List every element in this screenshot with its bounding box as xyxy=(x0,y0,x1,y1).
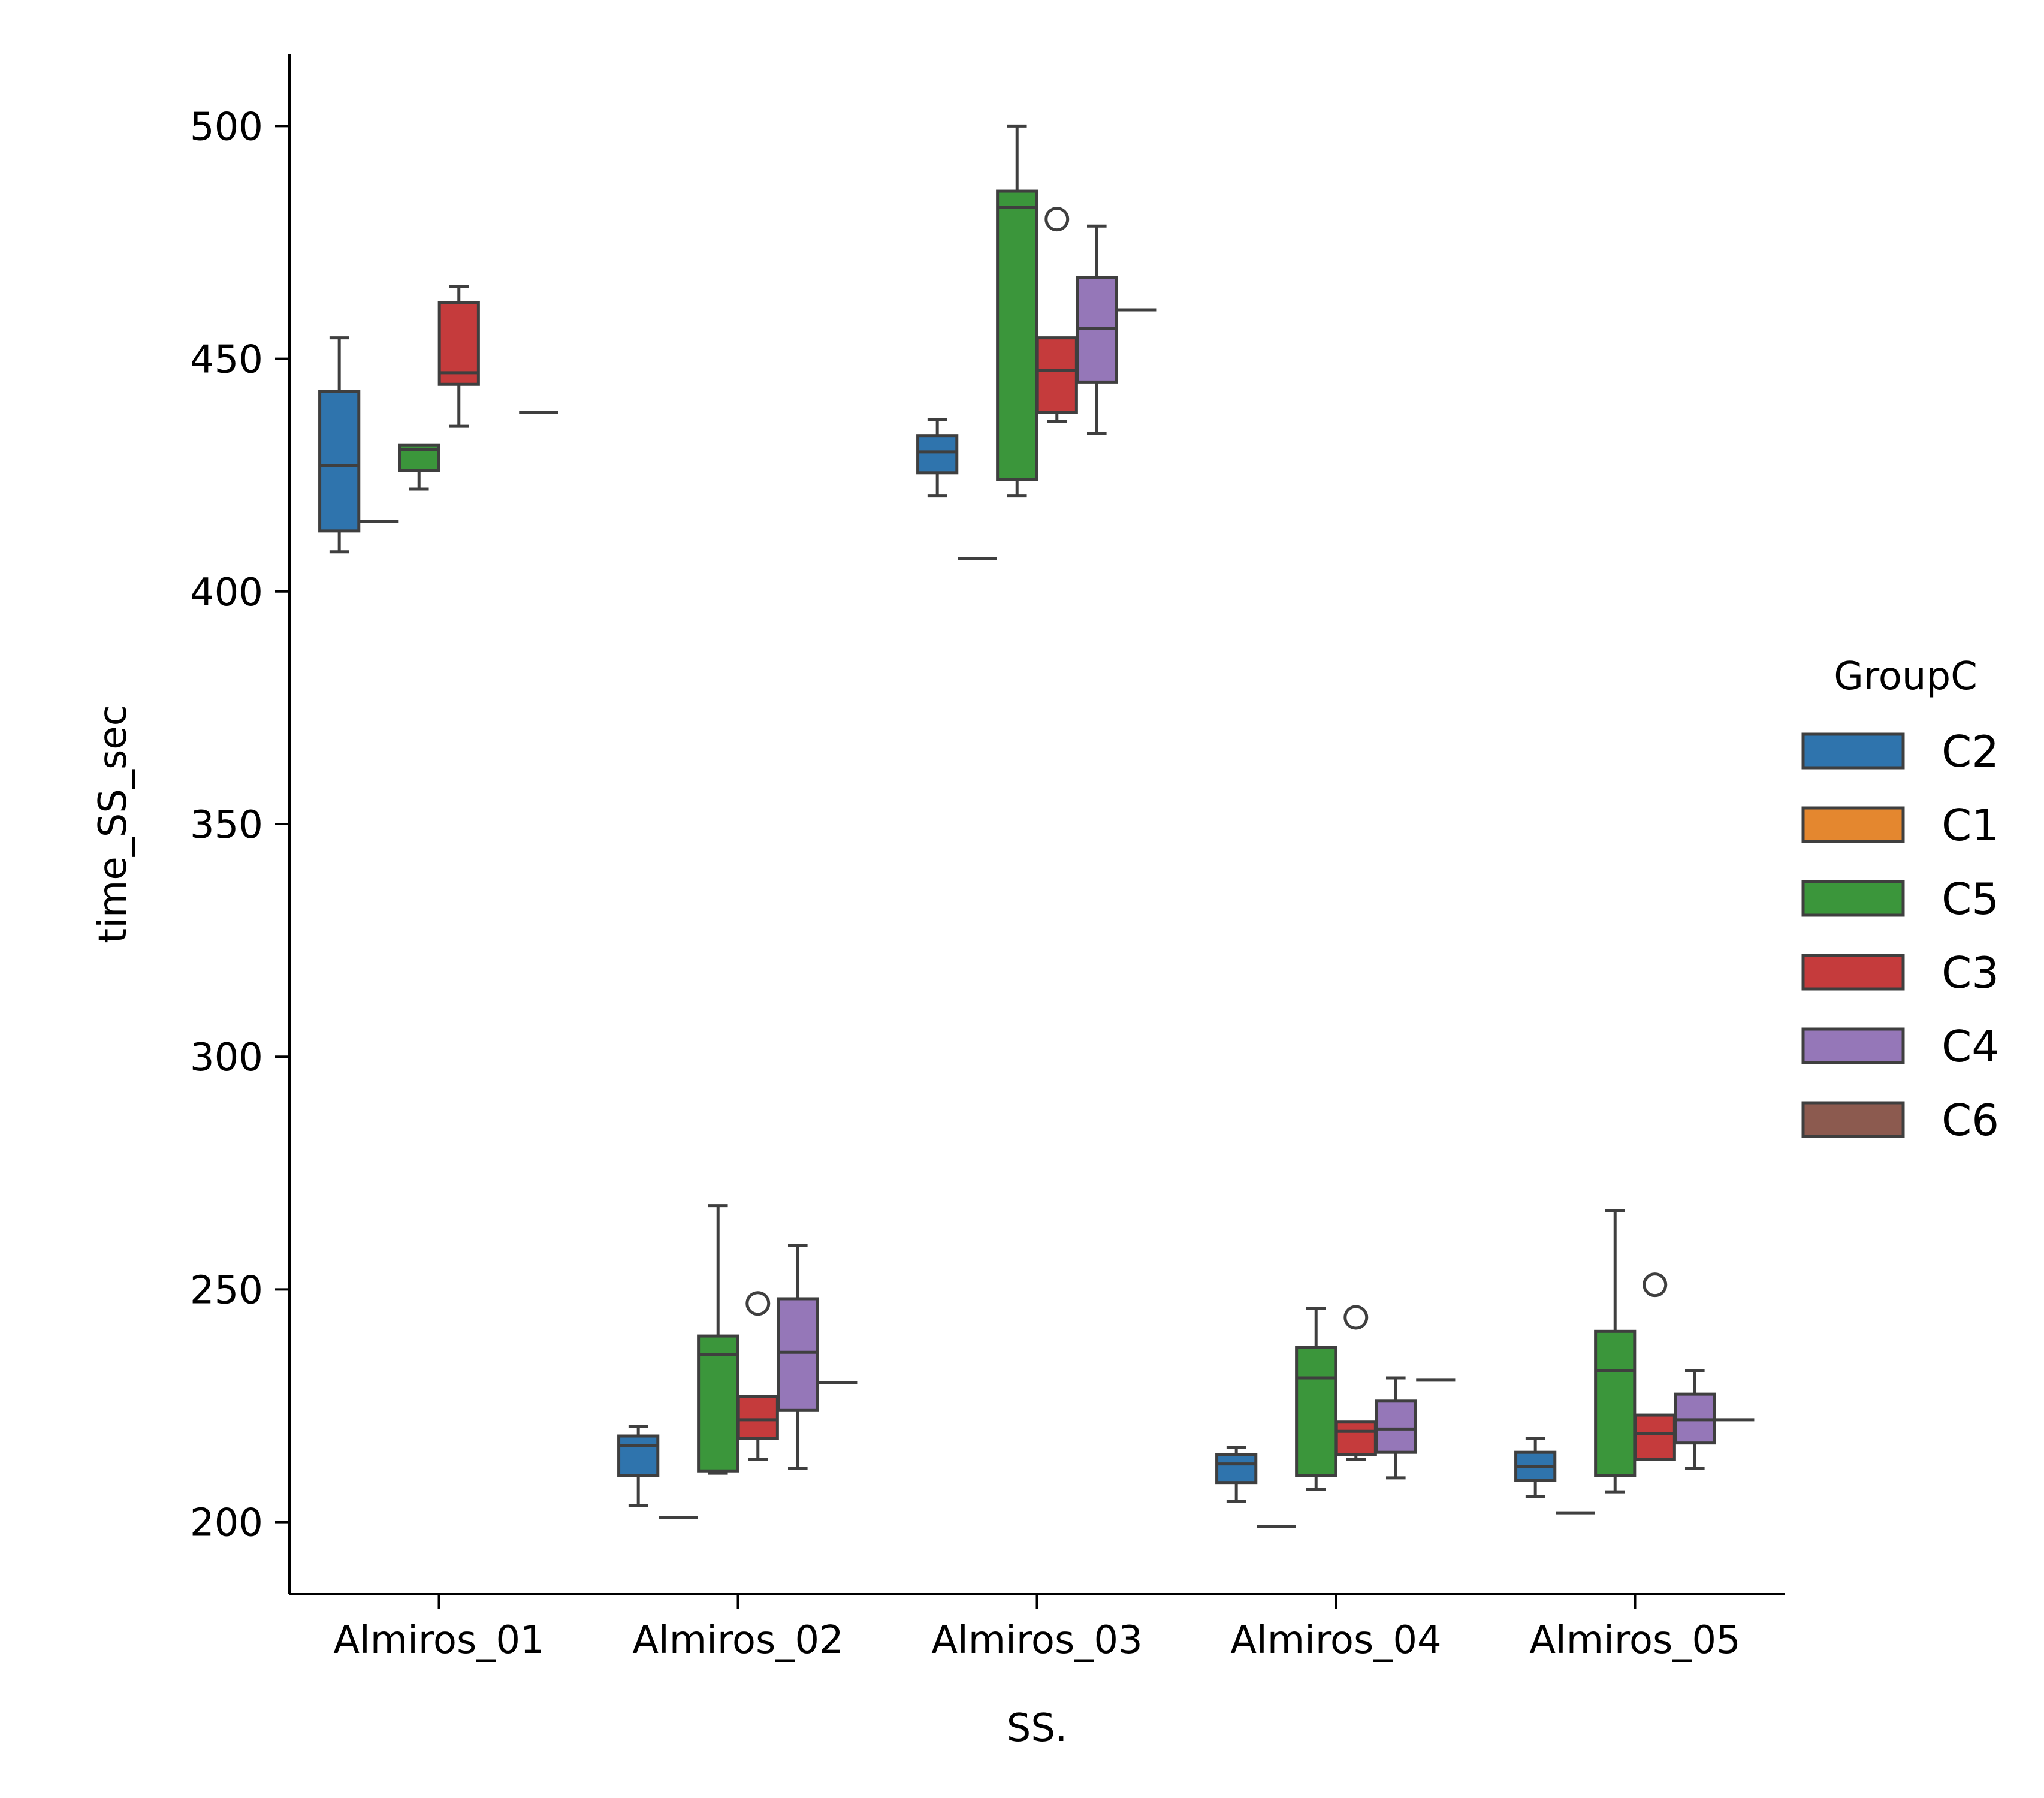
legend-entry-c2: C2 xyxy=(1801,726,1999,777)
box-c5-almiros_03 xyxy=(996,124,1038,498)
box-c2-almiros_03 xyxy=(916,418,959,498)
legend-swatch xyxy=(1801,1101,1905,1138)
box-c4-almiros_02 xyxy=(777,1244,819,1470)
box-c4-almiros_03 xyxy=(1076,224,1118,435)
y-ticks: 200 250 300 350 400 450 500 xyxy=(190,105,289,1546)
x-tick-label: Almiros_01 xyxy=(333,1618,545,1663)
box-body xyxy=(736,1395,779,1440)
box-c5-almiros_01 xyxy=(398,443,440,491)
box-c3-almiros_03 xyxy=(1035,207,1078,423)
box-body xyxy=(1215,1453,1258,1485)
legend-entries: C2 C1 C5 C3 C4 C6 xyxy=(1801,726,1999,1145)
series-c4 xyxy=(777,224,1716,1480)
outlier-point xyxy=(1643,1272,1668,1298)
box-body xyxy=(437,301,480,386)
series-c5 xyxy=(398,124,1637,1494)
box-body xyxy=(996,189,1038,481)
box-c2-almiros_01 xyxy=(318,336,361,554)
box-body xyxy=(617,1434,660,1477)
legend-entry-c5: C5 xyxy=(1801,874,1999,924)
legend-swatch xyxy=(1801,954,1905,991)
y-tick-label: 350 xyxy=(190,803,263,847)
legend-swatch xyxy=(1801,806,1905,843)
box-c5-almiros_05 xyxy=(1594,1208,1637,1494)
x-ticks: Almiros_01 Almiros_02 Almiros_03 Almiros_04… xyxy=(333,1594,1741,1663)
box-body xyxy=(1594,1329,1637,1477)
y-tick-label: 400 xyxy=(190,571,263,615)
box-c3-almiros_02 xyxy=(736,1291,779,1461)
box-body xyxy=(1035,336,1078,414)
y-tick-label: 300 xyxy=(190,1036,263,1080)
box-body xyxy=(1375,1399,1417,1454)
legend-label: C1 xyxy=(1942,800,1999,850)
legend-entry-c6: C6 xyxy=(1801,1095,1999,1145)
box-body xyxy=(777,1297,819,1412)
box-body xyxy=(1295,1346,1337,1477)
series-c6 xyxy=(519,308,1755,1422)
y-tick-label: 450 xyxy=(190,338,263,382)
y-tick-label: 250 xyxy=(190,1268,263,1313)
legend-swatch xyxy=(1801,880,1905,917)
x-tick-label: Almiros_02 xyxy=(632,1618,844,1663)
plot-area xyxy=(318,124,1755,1528)
box-body xyxy=(916,434,959,475)
box-c2-almiros_04 xyxy=(1215,1446,1258,1503)
legend-label: C3 xyxy=(1942,948,1999,998)
box-c5-almiros_04 xyxy=(1295,1306,1337,1491)
legend-entry-c3: C3 xyxy=(1801,948,1999,998)
outlier-point xyxy=(1343,1305,1369,1330)
y-axis-label: time_SS_sec xyxy=(91,705,135,943)
legend-entry-c1: C1 xyxy=(1801,800,1999,850)
box-body xyxy=(1335,1420,1377,1456)
box-body xyxy=(697,1334,739,1473)
box-c3-almiros_01 xyxy=(437,285,480,428)
series-c1 xyxy=(360,520,1595,1528)
legend-label: C5 xyxy=(1942,874,1999,924)
legend-label: C2 xyxy=(1942,726,1999,777)
box-c2-almiros_02 xyxy=(617,1425,660,1507)
box-c5-almiros_02 xyxy=(697,1204,739,1475)
y-tick-label: 500 xyxy=(190,105,263,149)
legend-swatch xyxy=(1801,1027,1905,1064)
box-c2-almiros_05 xyxy=(1514,1437,1557,1498)
outlier-point xyxy=(1044,207,1070,232)
legend-label: C6 xyxy=(1942,1095,1999,1145)
x-axis-label: SS. xyxy=(1007,1706,1068,1751)
series-c3 xyxy=(437,207,1676,1461)
box-c3-almiros_05 xyxy=(1634,1272,1676,1461)
legend-swatch xyxy=(1801,732,1905,770)
x-tick-label: Almiros_03 xyxy=(931,1618,1143,1663)
box-body xyxy=(1634,1413,1676,1461)
legend-title: GroupC xyxy=(1834,654,1977,699)
box-body xyxy=(318,390,361,533)
outlier-point xyxy=(745,1291,771,1316)
legend: GroupC C2 C1 C5 C3 C4 C6 xyxy=(1801,654,1999,1145)
legend-label: C4 xyxy=(1942,1021,1999,1072)
y-tick-label: 200 xyxy=(190,1501,263,1546)
x-tick-label: Almiros_04 xyxy=(1230,1618,1442,1663)
box-c4-almiros_04 xyxy=(1375,1376,1417,1480)
box-c4-almiros_05 xyxy=(1674,1369,1716,1470)
series-c2 xyxy=(318,336,1557,1507)
legend-entry-c4: C4 xyxy=(1801,1021,1999,1072)
x-tick-label: Almiros_05 xyxy=(1529,1618,1741,1663)
